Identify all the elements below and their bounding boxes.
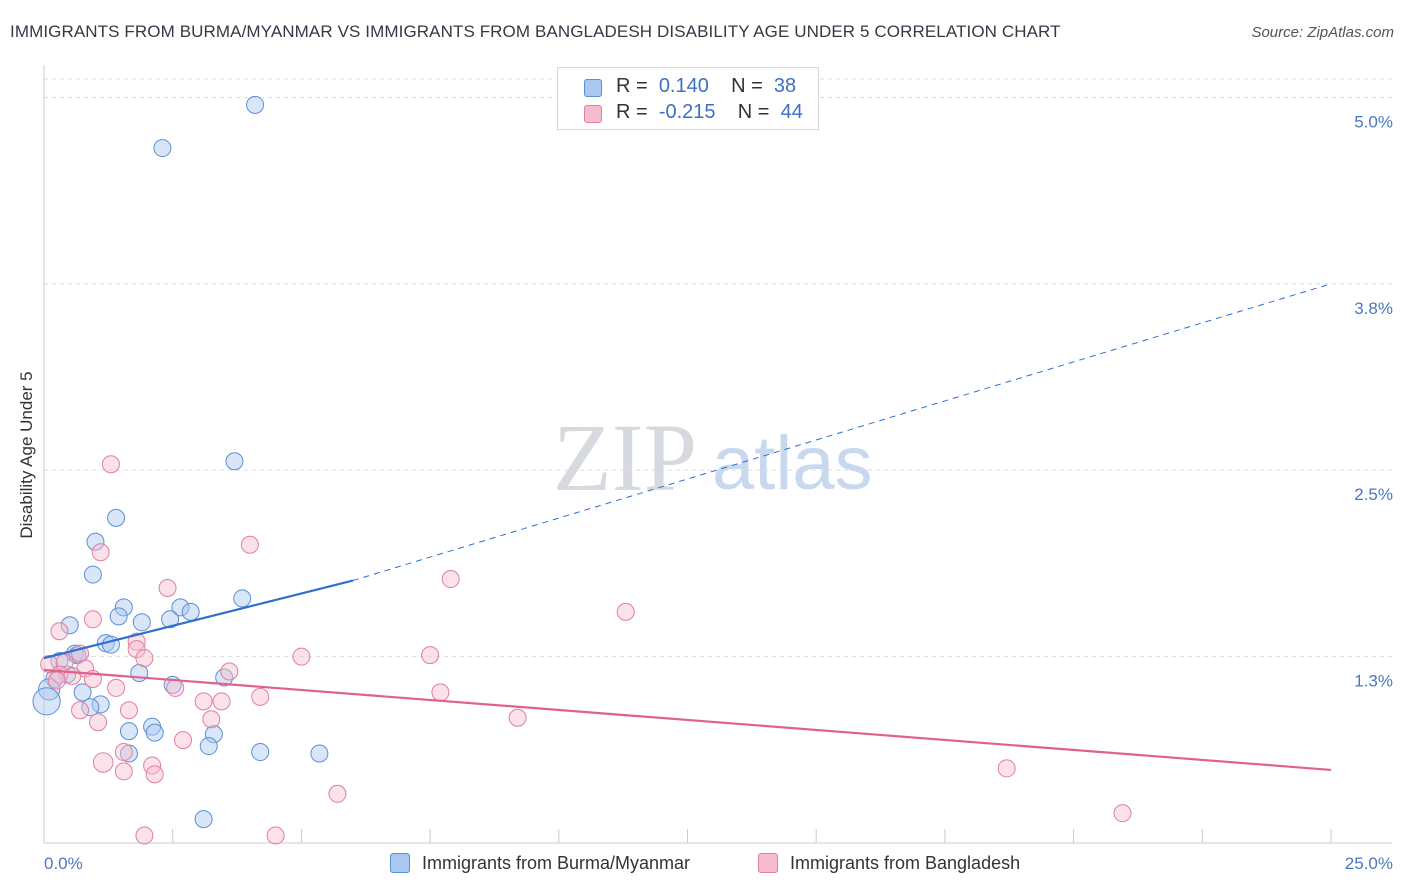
data-point bbox=[89, 713, 108, 732]
data-point bbox=[251, 687, 270, 706]
data-point bbox=[92, 752, 114, 773]
data-point bbox=[60, 616, 79, 635]
data-point bbox=[91, 543, 110, 562]
tick-labels: 1.3% 2.5% 3.8% 5.0% 0.0% 25.0% bbox=[44, 112, 1393, 873]
data-point bbox=[421, 646, 440, 665]
data-point bbox=[194, 810, 213, 829]
bottom-legend-label-burma: Immigrants from Burma/Myanmar bbox=[422, 853, 691, 873]
data-point bbox=[86, 532, 105, 551]
data-point bbox=[50, 622, 69, 641]
data-point bbox=[997, 759, 1016, 778]
data-point bbox=[114, 598, 133, 617]
legend-text-burma: R = 0.140 N = 38 bbox=[616, 75, 797, 97]
data-point bbox=[73, 683, 92, 702]
watermark-atlas: atlas bbox=[712, 421, 873, 506]
y-tick-label: 5.0% bbox=[1354, 112, 1393, 131]
trend-line-bangladesh bbox=[43, 668, 1332, 772]
data-point bbox=[292, 647, 311, 666]
data-point bbox=[158, 578, 177, 597]
data-point bbox=[145, 723, 164, 742]
legend-text-bangladesh: R = -0.215 N = 44 bbox=[616, 101, 803, 123]
n-value-bangladesh: 44 bbox=[780, 101, 803, 123]
data-point bbox=[202, 710, 221, 729]
data-point bbox=[145, 765, 164, 784]
r-value-bangladesh: -0.215 bbox=[658, 101, 716, 123]
data-point bbox=[47, 671, 66, 690]
data-point bbox=[91, 695, 110, 714]
r-value-burma: 0.140 bbox=[658, 75, 709, 97]
data-point bbox=[114, 743, 133, 762]
data-point bbox=[171, 598, 190, 617]
gridlines bbox=[44, 78, 1392, 658]
legend-swatch-blue bbox=[584, 79, 602, 97]
data-point bbox=[508, 708, 527, 727]
x-tick-label: 25.0% bbox=[1345, 854, 1393, 873]
trend-line-burma bbox=[43, 579, 354, 660]
data-point bbox=[135, 826, 154, 845]
data-point bbox=[161, 610, 180, 629]
data-point bbox=[32, 687, 61, 716]
data-point bbox=[107, 508, 126, 527]
data-point bbox=[153, 139, 172, 158]
data-point bbox=[166, 678, 185, 697]
watermark-zip: ZIP bbox=[553, 404, 697, 511]
data-point bbox=[38, 678, 61, 701]
y-tick-label: 1.3% bbox=[1354, 672, 1393, 691]
series-bangladesh-points bbox=[40, 455, 1132, 845]
y-tick-label: 3.8% bbox=[1354, 299, 1393, 318]
data-point bbox=[616, 602, 635, 621]
bottom-legend-swatch-pink bbox=[758, 853, 778, 873]
data-point bbox=[101, 455, 120, 474]
data-point bbox=[431, 683, 450, 702]
data-point bbox=[251, 743, 270, 762]
data-point bbox=[310, 744, 329, 763]
chart-title: IMMIGRANTS FROM BURMA/MYANMAR VS IMMIGRA… bbox=[10, 22, 1061, 41]
y-tick-label: 2.5% bbox=[1354, 485, 1393, 504]
data-point bbox=[194, 692, 213, 711]
watermark: ZIP atlas bbox=[553, 404, 873, 511]
data-point bbox=[215, 668, 234, 687]
data-point bbox=[246, 95, 265, 114]
data-point bbox=[199, 737, 218, 756]
bottom-legend-swatch-blue bbox=[390, 853, 410, 873]
data-point bbox=[109, 607, 128, 626]
data-point bbox=[181, 602, 200, 621]
data-point bbox=[83, 610, 102, 629]
data-point bbox=[212, 692, 231, 711]
data-point bbox=[233, 589, 252, 608]
data-point bbox=[1113, 804, 1132, 823]
data-point bbox=[204, 725, 223, 744]
data-point bbox=[173, 731, 192, 750]
data-point bbox=[81, 698, 100, 717]
n-value-burma: 38 bbox=[773, 75, 797, 97]
data-point bbox=[225, 452, 244, 471]
data-point bbox=[328, 784, 347, 803]
data-point bbox=[220, 662, 239, 681]
bottom-legend-label-bangladesh: Immigrants from Bangladesh bbox=[790, 853, 1021, 873]
data-point bbox=[135, 649, 154, 668]
data-point bbox=[266, 826, 285, 845]
data-point bbox=[63, 666, 82, 685]
data-point bbox=[83, 565, 102, 584]
data-point bbox=[119, 701, 138, 720]
x-tick-label: 0.0% bbox=[44, 854, 83, 873]
legend-swatch-pink bbox=[584, 105, 602, 123]
data-point bbox=[127, 632, 146, 651]
data-point bbox=[107, 678, 126, 697]
data-point bbox=[119, 722, 138, 741]
trend-lines bbox=[43, 283, 1332, 772]
data-point bbox=[441, 570, 460, 589]
correlation-legend: R = 0.140 N = 38 R = -0.215 N = 44 bbox=[557, 67, 819, 130]
trend-line-burma-extrapolated bbox=[352, 283, 1332, 582]
data-point bbox=[114, 762, 133, 781]
series-burma-points bbox=[32, 95, 329, 829]
source-label: Source: ZipAtlas.com bbox=[1251, 24, 1394, 41]
data-point bbox=[240, 535, 259, 554]
data-point bbox=[132, 613, 151, 632]
data-point bbox=[71, 701, 90, 720]
axes bbox=[43, 65, 1392, 844]
